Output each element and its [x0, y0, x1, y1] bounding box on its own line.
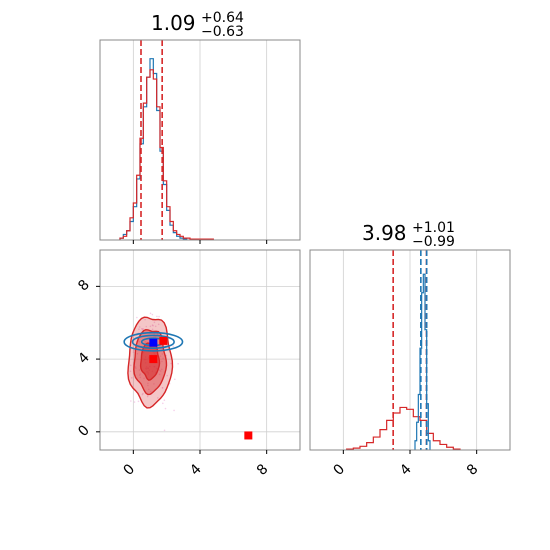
sample-point	[161, 386, 164, 389]
sample-point	[138, 374, 141, 376]
sample-point	[130, 400, 132, 402]
sample-point	[147, 382, 149, 385]
sample-point	[152, 324, 154, 327]
sample-point	[173, 409, 175, 412]
sample-point	[172, 345, 175, 348]
sample-point	[138, 340, 140, 343]
sample-point	[139, 376, 142, 379]
sample-point	[136, 316, 138, 319]
title-x-plus: +0.64	[201, 10, 244, 26]
sample-point	[144, 341, 147, 343]
sample-point	[141, 393, 144, 396]
sample-point	[138, 326, 141, 328]
x-tick-label: 0	[121, 461, 139, 479]
title-y-minus: −0.99	[412, 234, 455, 250]
sample-point	[157, 397, 159, 399]
sample-point	[130, 377, 133, 379]
sample-point	[143, 377, 145, 380]
sample-point	[129, 364, 132, 367]
sample-point	[161, 360, 163, 363]
sample-point	[141, 328, 144, 331]
sample-point	[142, 392, 144, 395]
sample-point	[149, 312, 152, 315]
scatter-panel: 0 4 8 0 4 8	[75, 249, 301, 479]
sample-point	[135, 367, 137, 369]
x-tick-label: 4	[187, 461, 205, 479]
sample-point	[137, 400, 140, 403]
sample-point	[163, 429, 166, 432]
sample-point	[153, 321, 156, 324]
sample-point	[158, 315, 160, 318]
marker-square	[244, 431, 253, 440]
sample-point	[133, 401, 136, 403]
marker-square	[149, 338, 158, 347]
histogram-series-1	[414, 273, 431, 450]
sample-point	[145, 325, 148, 328]
sample-point	[164, 407, 167, 410]
marker-square	[149, 355, 158, 364]
histogram-panel-x: 1.09 +0.64 −0.63	[99, 10, 301, 244]
sample-point	[138, 369, 141, 371]
sample-point	[158, 373, 161, 376]
x-tick-label: 8	[464, 461, 482, 479]
sample-point	[153, 383, 155, 385]
marker-square	[159, 336, 168, 345]
sample-point	[161, 353, 164, 355]
sample-point	[149, 325, 152, 328]
title-x-minus: −0.63	[201, 24, 244, 40]
title-y-plus: +1.01	[412, 220, 455, 236]
sample-point	[149, 390, 152, 393]
histogram-series-1	[119, 69, 214, 240]
sample-point	[144, 318, 146, 321]
x-tick-label: 0	[331, 461, 349, 479]
sample-point	[156, 333, 159, 335]
sample-point	[160, 368, 163, 371]
sample-point	[177, 362, 179, 365]
sample-point	[138, 328, 140, 330]
sample-point	[142, 327, 144, 330]
sample-point	[139, 373, 142, 375]
blue-contour	[131, 334, 175, 349]
sample-point	[134, 366, 137, 368]
title-x-value: 1.09	[151, 11, 196, 35]
sample-point	[166, 374, 168, 377]
sample-point	[170, 362, 172, 365]
sample-point	[147, 388, 150, 391]
sample-point	[136, 352, 139, 355]
sample-point	[173, 378, 176, 381]
sample-point	[132, 351, 135, 353]
sample-point	[156, 315, 158, 318]
y-tick-label: 8	[75, 277, 93, 295]
blue-contour	[123, 331, 184, 352]
sample-point	[159, 370, 162, 372]
sample-point	[151, 313, 154, 316]
x-tick-label: 8	[254, 461, 272, 479]
sample-point	[161, 387, 164, 389]
sample-point	[129, 370, 132, 373]
sample-point	[140, 327, 143, 330]
sample-point	[158, 369, 161, 371]
sample-point	[151, 324, 154, 326]
sample-point	[147, 384, 149, 387]
sample-point	[151, 328, 154, 331]
x-tick-label: 4	[397, 461, 415, 479]
histogram-panel-y: 0 4 8 3.98 +1.01 −0.99	[309, 220, 511, 479]
y-tick-label: 0	[75, 422, 93, 440]
title-y-value: 3.98	[362, 221, 407, 245]
histogram-series-0	[346, 406, 461, 450]
sample-point	[162, 357, 164, 360]
sample-point	[154, 325, 157, 328]
sample-point	[157, 323, 160, 326]
sample-point	[154, 336, 157, 338]
y-tick-label: 4	[75, 350, 93, 368]
sample-point	[161, 402, 164, 405]
sample-point	[133, 349, 135, 352]
sample-point	[163, 399, 166, 401]
sample-point	[159, 355, 162, 357]
histogram-series-0	[119, 58, 188, 240]
sample-point	[146, 395, 149, 398]
